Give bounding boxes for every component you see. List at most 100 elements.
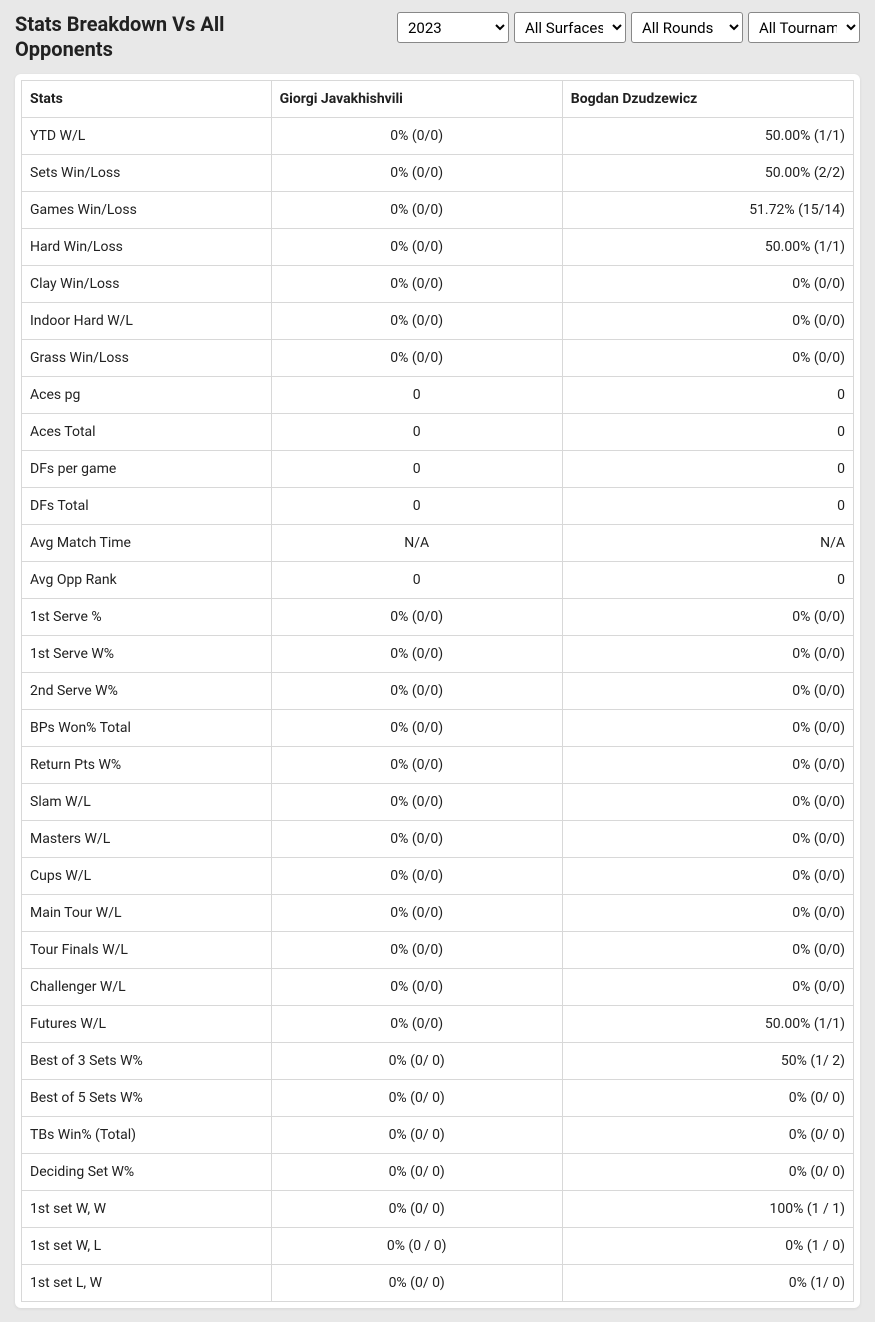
- stat-value: 0% (0/0): [271, 266, 562, 303]
- table-row: Best of 3 Sets W%0% (0/ 0)50% (1/ 2): [22, 1043, 854, 1080]
- stat-value: 50.00% (2/2): [562, 155, 853, 192]
- stat-label: TBs Win% (Total): [22, 1117, 272, 1154]
- stat-label: Aces pg: [22, 377, 272, 414]
- stat-value: 0% (0/0): [562, 266, 853, 303]
- table-row: YTD W/L0% (0/0)50.00% (1/1): [22, 118, 854, 155]
- stat-value: 0% (0/0): [271, 969, 562, 1006]
- table-row: Challenger W/L0% (0/0)0% (0/0): [22, 969, 854, 1006]
- stat-value: 0% (0/ 0): [562, 1080, 853, 1117]
- stat-label: Masters W/L: [22, 821, 272, 858]
- stat-value: 50% (1/ 2): [562, 1043, 853, 1080]
- table-row: Sets Win/Loss0% (0/0)50.00% (2/2): [22, 155, 854, 192]
- stat-value: 0% (0/0): [562, 784, 853, 821]
- stat-label: Challenger W/L: [22, 969, 272, 1006]
- table-row: Return Pts W%0% (0/0)0% (0/0): [22, 747, 854, 784]
- stat-value: 0% (0/0): [271, 340, 562, 377]
- stat-value: 0% (0/0): [271, 932, 562, 969]
- page-title: Stats Breakdown Vs All Opponents: [15, 12, 315, 62]
- stat-value: N/A: [271, 525, 562, 562]
- stat-value: 0% (0/0): [271, 747, 562, 784]
- stat-value: 0% (0/ 0): [271, 1117, 562, 1154]
- stat-label: 1st set L, W: [22, 1265, 272, 1302]
- stat-value: 50.00% (1/1): [562, 118, 853, 155]
- table-row: Tour Finals W/L0% (0/0)0% (0/0): [22, 932, 854, 969]
- stat-value: 0% (0/0): [562, 636, 853, 673]
- stat-value: 0: [271, 451, 562, 488]
- table-row: Avg Match TimeN/AN/A: [22, 525, 854, 562]
- stat-value: 0: [562, 414, 853, 451]
- table-row: 1st Serve W%0% (0/0)0% (0/0): [22, 636, 854, 673]
- stat-value: 0% (0/0): [562, 858, 853, 895]
- surface-select[interactable]: All Surfaces: [514, 12, 626, 43]
- table-row: Cups W/L0% (0/0)0% (0/0): [22, 858, 854, 895]
- table-row: 1st set L, W0% (0/ 0)0% (1/ 0): [22, 1265, 854, 1302]
- table-row: BPs Won% Total0% (0/0)0% (0/0): [22, 710, 854, 747]
- stat-label: Return Pts W%: [22, 747, 272, 784]
- stat-label: Slam W/L: [22, 784, 272, 821]
- stat-value: 0% (0/0): [271, 673, 562, 710]
- stat-value: 0: [562, 451, 853, 488]
- table-row: Indoor Hard W/L0% (0/0)0% (0/0): [22, 303, 854, 340]
- stat-label: Sets Win/Loss: [22, 155, 272, 192]
- filter-bar: 2023 All Surfaces All Rounds All Tournam…: [397, 12, 860, 43]
- stat-value: 0: [271, 377, 562, 414]
- stat-label: Best of 3 Sets W%: [22, 1043, 272, 1080]
- table-row: Hard Win/Loss0% (0/0)50.00% (1/1): [22, 229, 854, 266]
- stat-value: 0: [271, 562, 562, 599]
- stat-label: 1st set W, L: [22, 1228, 272, 1265]
- table-row: Clay Win/Loss0% (0/0)0% (0/0): [22, 266, 854, 303]
- stat-label: Clay Win/Loss: [22, 266, 272, 303]
- stat-label: Grass Win/Loss: [22, 340, 272, 377]
- stat-value: 0% (0 / 0): [271, 1228, 562, 1265]
- stat-value: 0% (0/0): [562, 895, 853, 932]
- table-row: Futures W/L0% (0/0)50.00% (1/1): [22, 1006, 854, 1043]
- stat-value: 0: [562, 562, 853, 599]
- stat-value: 0: [271, 488, 562, 525]
- stat-value: 0% (0/0): [562, 599, 853, 636]
- stat-value: 100% (1 / 1): [562, 1191, 853, 1228]
- col-player1: Giorgi Javakhishvili: [271, 81, 562, 118]
- stat-value: 0% (0/0): [271, 784, 562, 821]
- stat-value: 0% (0/0): [271, 303, 562, 340]
- stat-value: N/A: [562, 525, 853, 562]
- table-row: 1st set W, L0% (0 / 0)0% (1 / 0): [22, 1228, 854, 1265]
- stat-value: 0% (0/0): [271, 229, 562, 266]
- stat-label: Best of 5 Sets W%: [22, 1080, 272, 1117]
- stat-label: Aces Total: [22, 414, 272, 451]
- stat-label: 1st Serve %: [22, 599, 272, 636]
- stat-value: 0% (0/0): [562, 969, 853, 1006]
- stat-value: 0% (0/0): [562, 710, 853, 747]
- stat-label: Indoor Hard W/L: [22, 303, 272, 340]
- tournaments-select[interactable]: All Tournaments: [748, 12, 860, 43]
- stat-value: 0% (0/0): [271, 821, 562, 858]
- stat-label: Avg Match Time: [22, 525, 272, 562]
- table-row: Main Tour W/L0% (0/0)0% (0/0): [22, 895, 854, 932]
- stat-value: 0% (1 / 0): [562, 1228, 853, 1265]
- stat-value: 0% (0/ 0): [271, 1080, 562, 1117]
- year-select[interactable]: 2023: [397, 12, 509, 43]
- stat-label: Tour Finals W/L: [22, 932, 272, 969]
- stat-value: 0% (0/0): [271, 858, 562, 895]
- stat-label: DFs per game: [22, 451, 272, 488]
- stat-value: 0: [271, 414, 562, 451]
- stat-value: 0% (0/ 0): [271, 1043, 562, 1080]
- stat-label: 1st set W, W: [22, 1191, 272, 1228]
- rounds-select[interactable]: All Rounds: [631, 12, 743, 43]
- page-header: Stats Breakdown Vs All Opponents 2023 Al…: [15, 12, 860, 62]
- stat-value: 0% (0/ 0): [562, 1117, 853, 1154]
- stat-label: YTD W/L: [22, 118, 272, 155]
- stat-label: 1st Serve W%: [22, 636, 272, 673]
- table-row: DFs per game00: [22, 451, 854, 488]
- stats-table-card: Stats Giorgi Javakhishvili Bogdan Dzudze…: [15, 74, 860, 1308]
- stat-value: 50.00% (1/1): [562, 229, 853, 266]
- table-row: DFs Total00: [22, 488, 854, 525]
- stat-label: BPs Won% Total: [22, 710, 272, 747]
- stats-table: Stats Giorgi Javakhishvili Bogdan Dzudze…: [21, 80, 854, 1302]
- stat-value: 0% (0/ 0): [271, 1154, 562, 1191]
- table-row: TBs Win% (Total)0% (0/ 0)0% (0/ 0): [22, 1117, 854, 1154]
- stat-value: 0% (0/0): [271, 710, 562, 747]
- stat-label: DFs Total: [22, 488, 272, 525]
- stat-value: 50.00% (1/1): [562, 1006, 853, 1043]
- stat-label: Avg Opp Rank: [22, 562, 272, 599]
- table-row: Masters W/L0% (0/0)0% (0/0): [22, 821, 854, 858]
